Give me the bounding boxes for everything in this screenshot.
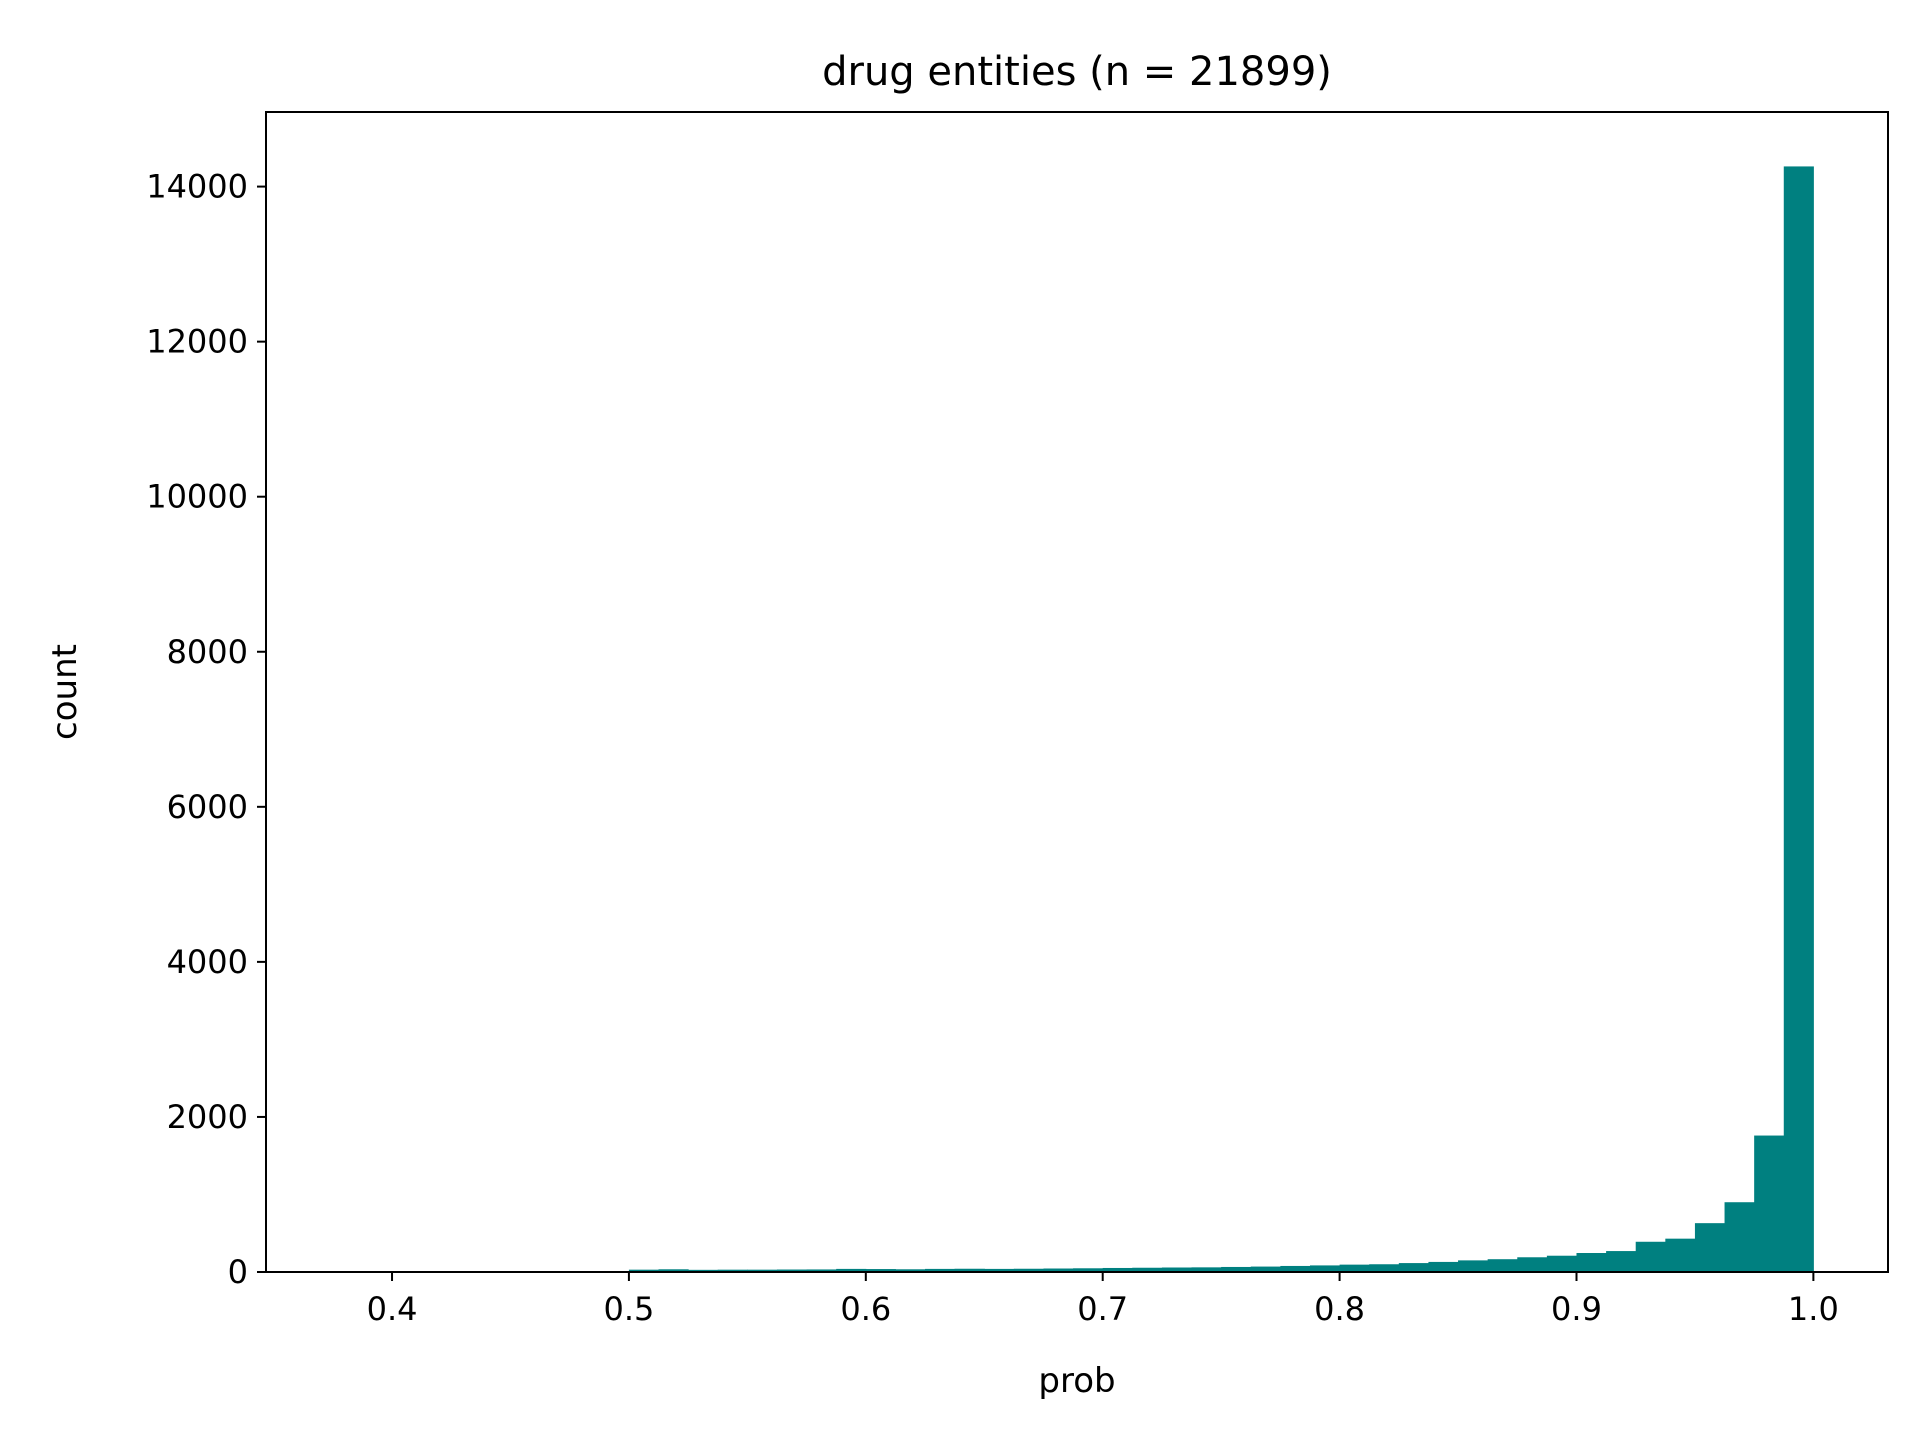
- histogram-bar: [1458, 1260, 1489, 1272]
- y-tick-label: 10000: [146, 478, 248, 516]
- x-axis-label: prob: [1038, 1361, 1115, 1401]
- histogram-bars: [628, 166, 1814, 1272]
- histogram-bar: [747, 1269, 778, 1272]
- histogram-bar: [1132, 1267, 1163, 1272]
- histogram-bar: [1546, 1255, 1577, 1272]
- y-axis-label: count: [45, 644, 85, 740]
- y-tick-label: 0: [228, 1253, 248, 1291]
- y-tick-label: 14000: [146, 168, 248, 206]
- histogram-bar: [658, 1269, 689, 1272]
- histogram-bar: [628, 1269, 660, 1272]
- y-tick-label: 4000: [167, 943, 248, 981]
- histogram-bar: [1073, 1268, 1104, 1272]
- histogram-bar: [1398, 1263, 1429, 1272]
- histogram-bar: [1013, 1268, 1044, 1272]
- x-tick-label: 0.9: [1551, 1290, 1602, 1328]
- y-tick-label: 6000: [167, 788, 248, 826]
- histogram-bar: [1161, 1267, 1193, 1272]
- histogram-bar: [1576, 1253, 1607, 1272]
- histogram-bar: [1428, 1261, 1459, 1272]
- histogram-bar: [1309, 1265, 1341, 1272]
- x-tick-label: 0.8: [1314, 1290, 1365, 1328]
- histogram-bar: [1221, 1266, 1252, 1272]
- histogram-bar: [1665, 1238, 1696, 1272]
- histogram-bar: [895, 1269, 926, 1272]
- histogram-bar: [1724, 1202, 1755, 1272]
- histogram-bar: [865, 1269, 896, 1272]
- histogram-bar: [954, 1268, 985, 1272]
- histogram-bar: [806, 1269, 837, 1272]
- histogram-bar: [925, 1268, 956, 1272]
- histogram-bar: [984, 1268, 1015, 1272]
- histogram-bar: [688, 1269, 719, 1272]
- histogram-bar: [1369, 1264, 1400, 1272]
- histogram-bar: [776, 1269, 808, 1272]
- y-axis-ticks: 0 2000 4000 6000 8000 10000 12000 14000: [146, 168, 266, 1291]
- histogram-bar: [1754, 1135, 1785, 1272]
- plot-frame: [265, 111, 1889, 1273]
- y-tick-label: 8000: [167, 633, 248, 671]
- histogram-bar: [1783, 166, 1814, 1272]
- x-tick-label: 0.6: [840, 1290, 891, 1328]
- histogram-bar: [1280, 1265, 1311, 1272]
- histogram-bar: [1102, 1267, 1133, 1272]
- x-tick-label: 0.7: [1077, 1290, 1128, 1328]
- chart-title: drug entities (n = 21899): [822, 49, 1332, 95]
- histogram-bar: [1635, 1241, 1666, 1272]
- histogram-bar: [1517, 1257, 1548, 1272]
- histogram-bar: [1694, 1223, 1726, 1272]
- x-tick-label: 0.5: [603, 1290, 654, 1328]
- histogram-bar: [1043, 1268, 1074, 1272]
- y-tick-label: 12000: [146, 323, 248, 361]
- histogram-bar: [1606, 1251, 1637, 1272]
- histogram-bar: [1191, 1267, 1222, 1272]
- x-axis-ticks: 0.4 0.5 0.6 0.7 0.8 0.9 1.0: [367, 1272, 1839, 1328]
- x-tick-label: 0.4: [367, 1290, 418, 1328]
- histogram-bar: [1339, 1264, 1370, 1272]
- histogram-bar: [1250, 1266, 1281, 1272]
- histogram-bar: [836, 1268, 867, 1272]
- histogram-bar: [717, 1269, 748, 1272]
- y-tick-label: 2000: [167, 1098, 248, 1136]
- histogram-bar: [1487, 1259, 1518, 1272]
- x-tick-label: 1.0: [1788, 1290, 1839, 1328]
